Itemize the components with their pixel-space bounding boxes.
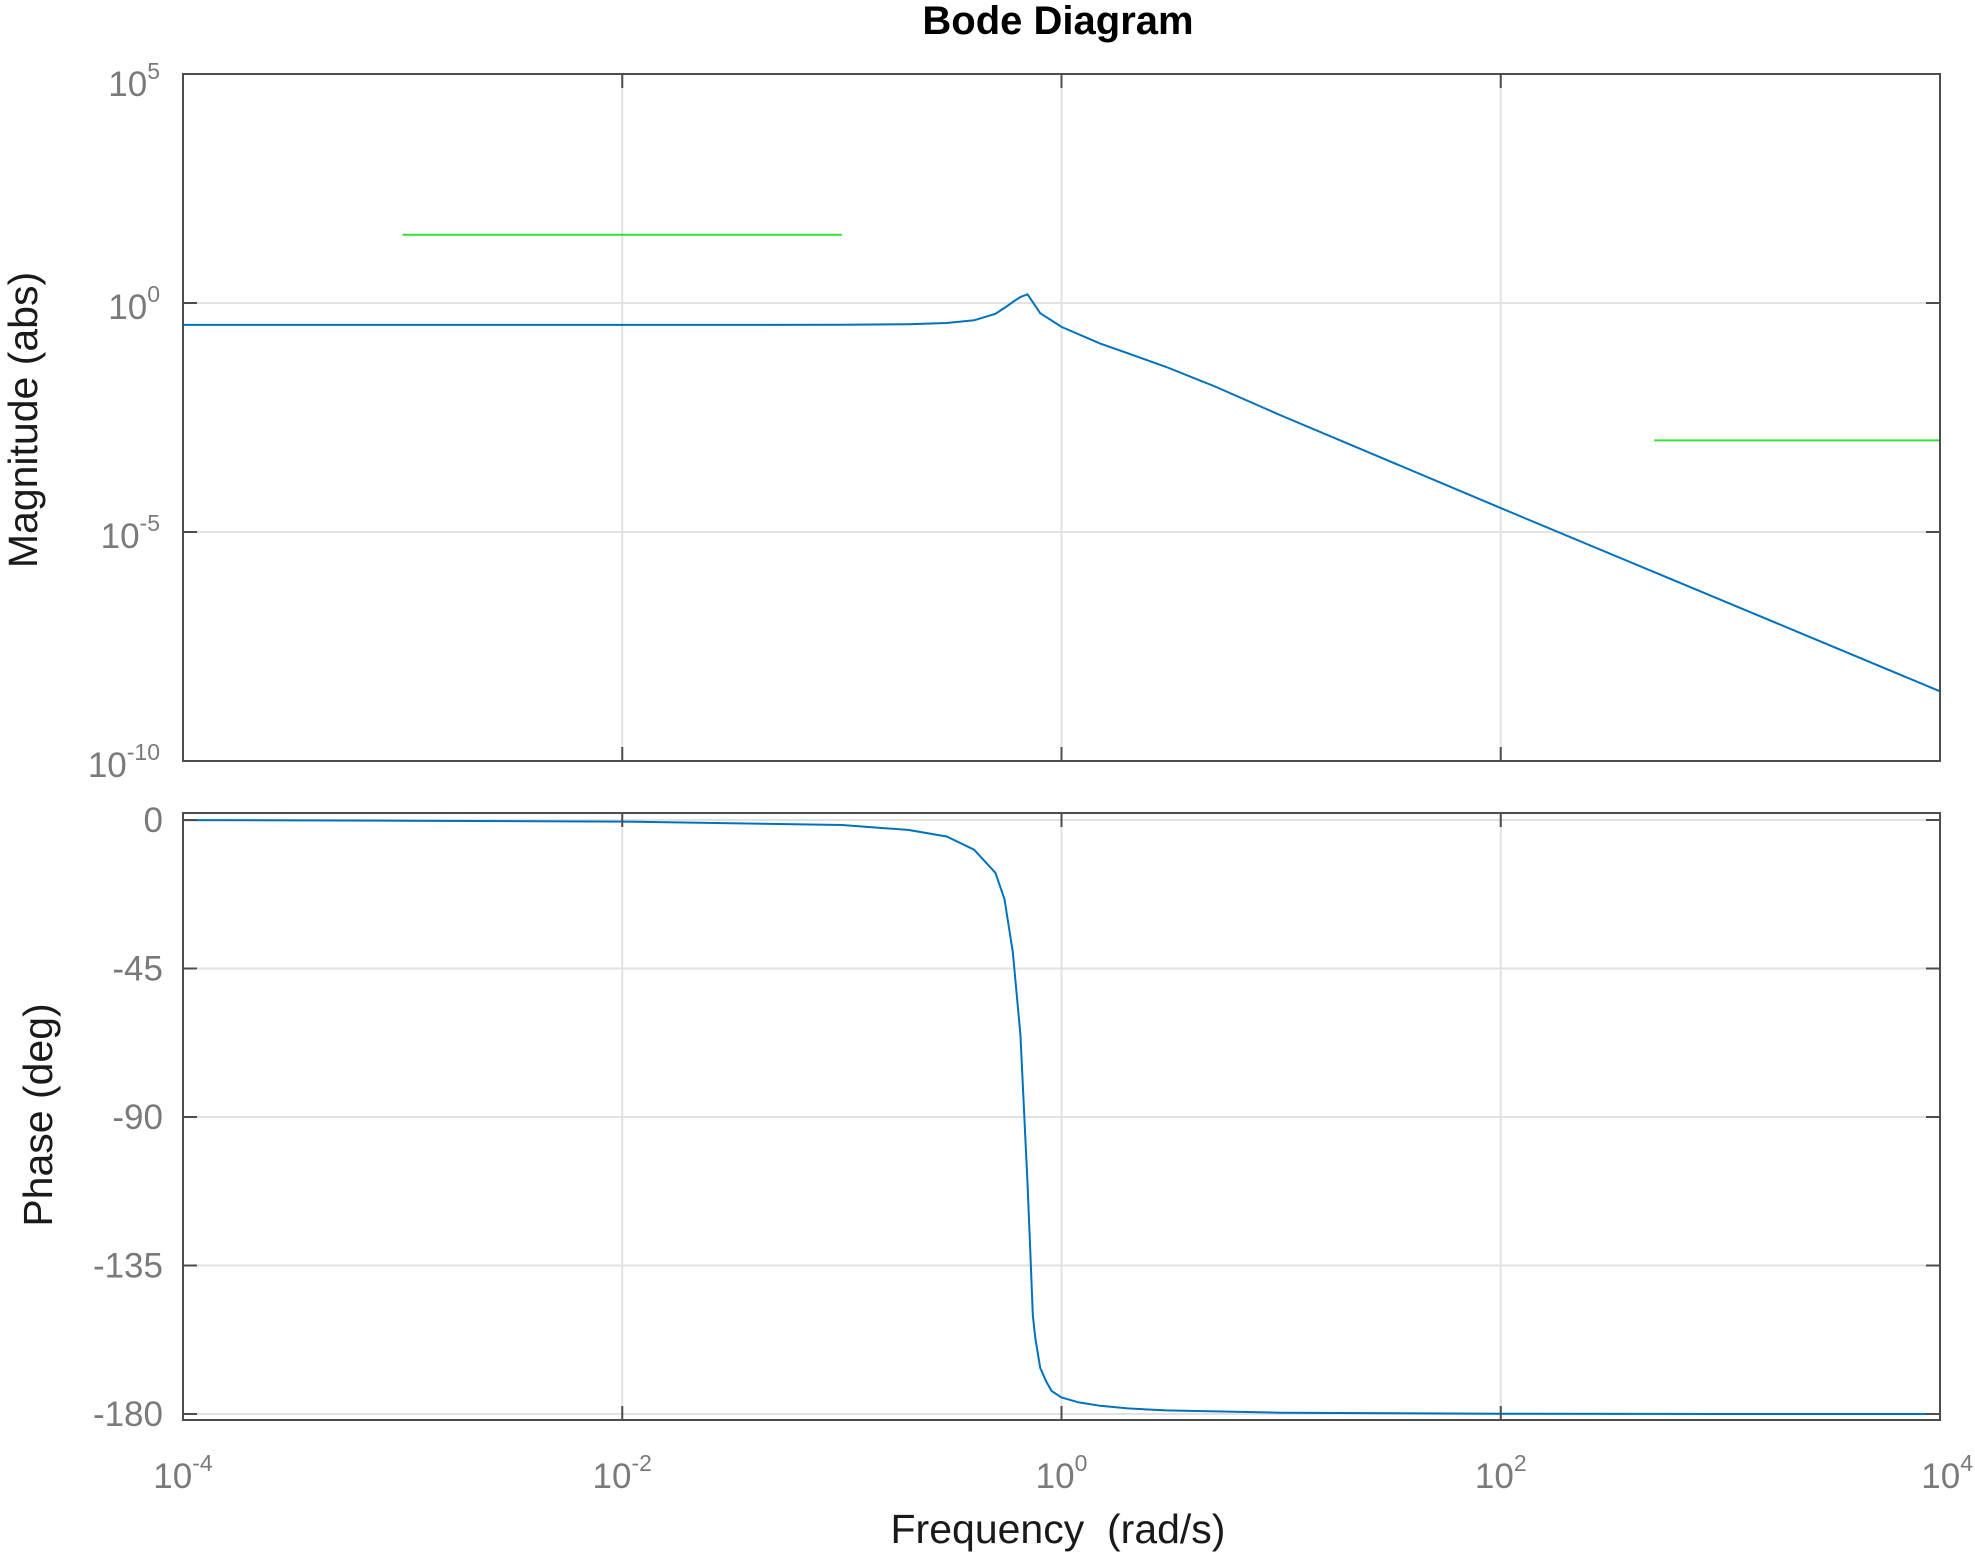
magnitude-grid bbox=[182, 73, 1941, 762]
frequency-x-axis-label: Frequency (rad/s) bbox=[891, 1506, 1226, 1552]
frequency-tick-labels: 10-4 10-2 100 102 104 bbox=[153, 1450, 1973, 1496]
phase-grid bbox=[182, 813, 1941, 1420]
frequency-x-tick-label: 10-4 bbox=[153, 1450, 213, 1496]
phase-response-line bbox=[182, 819, 1940, 1415]
phase-y-axis-label: Phase (deg) bbox=[15, 1003, 61, 1226]
magnitude-y-tick-label: 105 bbox=[108, 58, 160, 104]
frequency-x-tick-label: 102 bbox=[1475, 1450, 1527, 1496]
magnitude-y-axis-label: Magnitude (abs) bbox=[0, 272, 46, 568]
chart-title: Bode Diagram bbox=[922, 0, 1193, 43]
phase-y-tick-label: 0 bbox=[144, 801, 163, 840]
phase-y-tick-label: -45 bbox=[112, 950, 163, 989]
phase-y-tick-label: -135 bbox=[93, 1247, 163, 1286]
magnitude-y-tick-label: 10-10 bbox=[88, 739, 160, 785]
frequency-x-tick-label: 100 bbox=[1036, 1450, 1088, 1496]
magnitude-series bbox=[183, 233, 1941, 693]
phase-series bbox=[182, 819, 1940, 1415]
frequency-x-tick-label: 104 bbox=[1921, 1450, 1973, 1496]
phase-y-tick-label: -180 bbox=[93, 1395, 163, 1434]
phase-panel: 0-45-90-135-180 Phase (deg) 10-4 10-2 100 1… bbox=[15, 801, 1973, 1552]
magnitude-response-line bbox=[183, 293, 1941, 693]
frequency-x-tick-label: 10-2 bbox=[593, 1450, 652, 1496]
magnitude-panel: 105 100 10-5 10-10 Magnitude (abs) bbox=[0, 58, 1941, 785]
phase-tick-labels: 0 -45 -90 -135 -180 bbox=[93, 801, 1941, 1434]
magnitude-tick-labels: 105 100 10-5 10-10 bbox=[88, 58, 1941, 785]
phase-y-tick-label: -90 bbox=[112, 1098, 163, 1137]
magnitude-y-tick-label: 10-5 bbox=[101, 510, 160, 556]
magnitude-y-tick-label: 100 bbox=[108, 281, 160, 327]
